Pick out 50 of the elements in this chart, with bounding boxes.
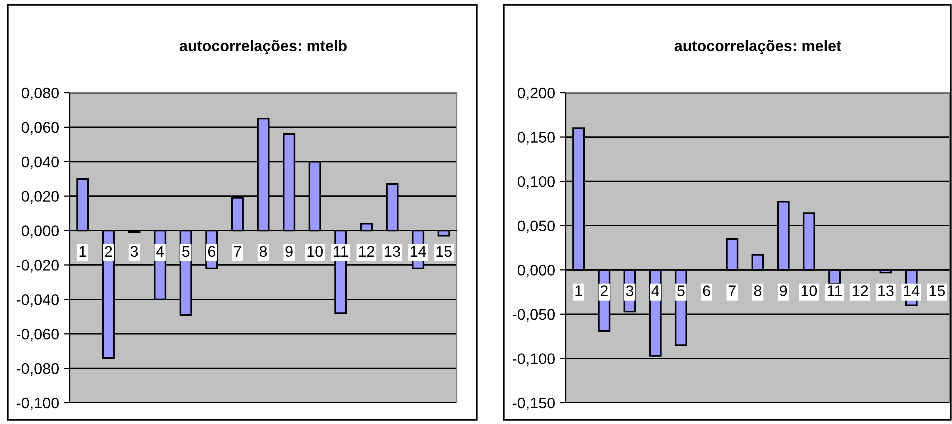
- x-tick-label: 2: [105, 246, 112, 257]
- x-tick-label: 9: [780, 286, 788, 296]
- y-tick-label: 0,040: [22, 156, 59, 170]
- x-tick-label: 11: [828, 286, 842, 296]
- x-tick-label: 2: [600, 286, 608, 296]
- y-tick-label: -0,020: [16, 260, 59, 273]
- x-tick-label: 1: [576, 286, 582, 296]
- y-tick-label: -0,040: [16, 294, 59, 308]
- chart-title: autocorrelações: melet: [674, 40, 842, 55]
- x-tick-label: 1: [80, 246, 86, 257]
- x-tick-label: 13: [878, 286, 894, 296]
- x-tick-label: 3: [130, 246, 138, 258]
- y-tick-label: 0,000: [518, 265, 555, 278]
- x-tick-label: 15: [436, 246, 452, 258]
- y-tick-label: -0,050: [512, 309, 555, 322]
- x-tick-label: 11: [334, 246, 348, 257]
- y-tick-label: 0,060: [22, 122, 59, 135]
- x-tick-label: 14: [410, 246, 426, 257]
- y-tick-label: -0,100: [16, 398, 59, 410]
- y-tick-label: 0,080: [22, 88, 59, 100]
- y-tick-label: -0,150: [512, 398, 555, 410]
- x-tick-label: 4: [652, 286, 660, 296]
- y-tick-label: 0,020: [22, 191, 59, 204]
- x-tick-label: 4: [156, 246, 164, 257]
- x-tick-label: 10: [802, 286, 818, 296]
- x-tick-label: 8: [260, 246, 268, 258]
- y-tick-label: 0,050: [518, 220, 555, 234]
- y-tick-label: 0,000: [22, 226, 59, 238]
- x-tick-label: 5: [678, 286, 685, 296]
- y-tick-label: 0,150: [518, 132, 555, 145]
- x-tick-label: 13: [385, 246, 400, 258]
- x-tick-label: 15: [930, 286, 946, 296]
- x-tick-label: 9: [286, 246, 293, 258]
- x-tick-label: 12: [359, 246, 374, 257]
- y-tick-label: -0,100: [512, 354, 555, 366]
- y-tick-label: 0,200: [518, 88, 555, 100]
- x-tick-label: 3: [626, 286, 634, 296]
- x-tick-label: 14: [904, 286, 920, 296]
- y-tick-label: -0,080: [16, 363, 59, 376]
- x-tick-label: 7: [234, 246, 242, 257]
- x-tick-label: 12: [853, 286, 868, 296]
- x-tick-label: 5: [182, 246, 190, 258]
- y-tick-label: -0,060: [16, 328, 59, 342]
- y-tick-label: 0,100: [518, 176, 555, 190]
- x-tick-label: 8: [754, 286, 762, 296]
- x-tick-label: 10: [308, 246, 323, 258]
- x-tick-label: 6: [208, 246, 216, 258]
- x-tick-label: 6: [703, 286, 710, 296]
- chart-title: autocorrelações: mtelb: [180, 40, 347, 55]
- x-tick-label: 7: [728, 286, 736, 296]
